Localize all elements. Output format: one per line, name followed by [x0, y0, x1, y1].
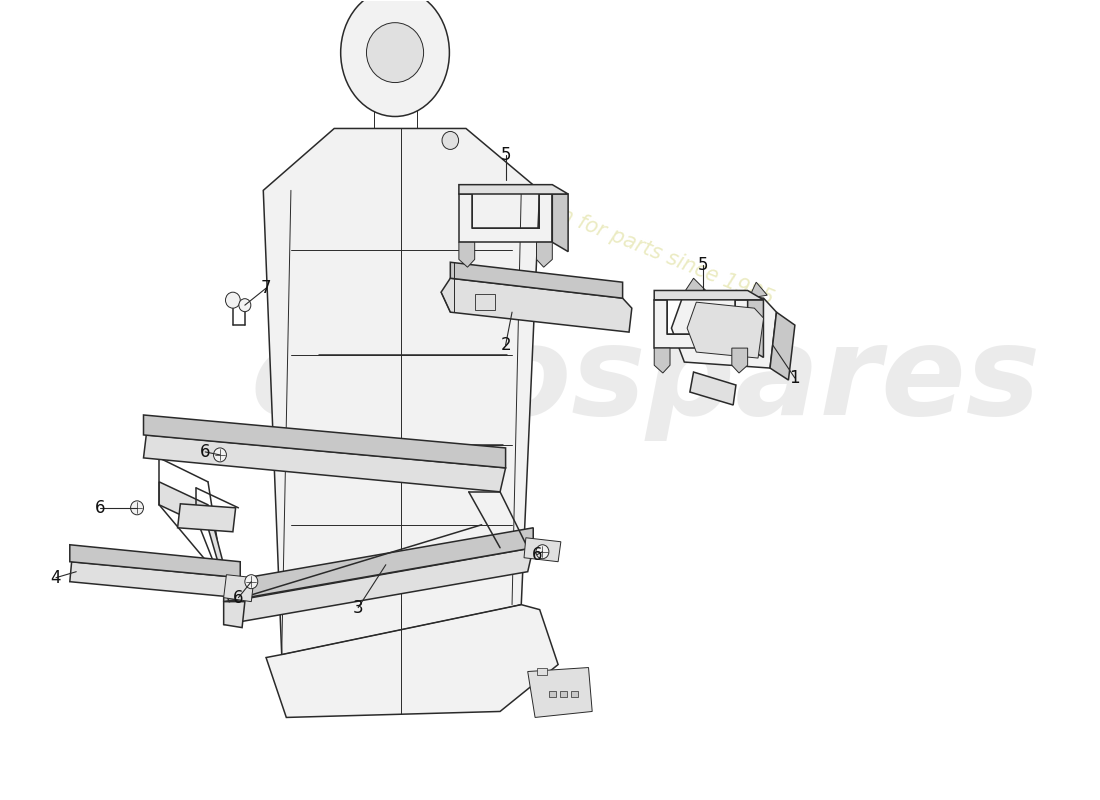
Polygon shape [459, 242, 475, 267]
Polygon shape [552, 194, 568, 252]
Polygon shape [223, 528, 534, 602]
Circle shape [226, 292, 240, 308]
Polygon shape [69, 562, 240, 598]
Bar [537, 667, 547, 674]
Bar [549, 691, 557, 698]
Text: 2: 2 [500, 336, 510, 354]
Polygon shape [770, 312, 795, 380]
Polygon shape [528, 667, 592, 718]
Text: 1: 1 [790, 369, 800, 387]
Polygon shape [748, 300, 763, 358]
Polygon shape [684, 278, 705, 292]
Ellipse shape [341, 0, 450, 117]
Polygon shape [732, 348, 748, 373]
Text: 6: 6 [95, 499, 106, 517]
Text: 3: 3 [353, 598, 363, 617]
Circle shape [239, 298, 251, 312]
Polygon shape [671, 292, 777, 368]
Polygon shape [266, 605, 558, 718]
Text: 5: 5 [500, 146, 510, 165]
Circle shape [213, 448, 227, 462]
Bar [475, 294, 495, 310]
Text: 5: 5 [697, 256, 708, 274]
Text: 6: 6 [200, 443, 210, 461]
Polygon shape [177, 504, 235, 532]
Text: 4: 4 [51, 569, 62, 586]
Polygon shape [459, 194, 552, 242]
Circle shape [536, 545, 549, 558]
Polygon shape [143, 435, 506, 492]
Polygon shape [263, 129, 540, 662]
Polygon shape [223, 548, 534, 625]
Polygon shape [441, 278, 631, 332]
Polygon shape [69, 545, 240, 578]
Polygon shape [223, 602, 245, 628]
Polygon shape [537, 242, 552, 267]
Polygon shape [749, 282, 768, 298]
Text: 6: 6 [531, 546, 542, 564]
Bar [560, 691, 568, 698]
Polygon shape [654, 300, 748, 348]
Circle shape [442, 131, 459, 150]
Text: a passion for parts since 1985: a passion for parts since 1985 [477, 172, 777, 309]
Bar [571, 691, 579, 698]
Text: eurospares: eurospares [251, 319, 1041, 441]
Text: 6: 6 [233, 589, 244, 606]
Polygon shape [688, 302, 763, 358]
Polygon shape [524, 538, 561, 562]
Polygon shape [143, 415, 506, 468]
Polygon shape [459, 185, 568, 194]
Text: 7: 7 [261, 279, 272, 297]
Circle shape [131, 501, 143, 515]
Polygon shape [223, 574, 254, 602]
Polygon shape [160, 482, 223, 582]
Polygon shape [654, 290, 763, 300]
Polygon shape [450, 262, 623, 298]
Ellipse shape [366, 22, 424, 82]
Polygon shape [690, 372, 736, 405]
Polygon shape [654, 348, 670, 373]
Circle shape [245, 574, 257, 589]
